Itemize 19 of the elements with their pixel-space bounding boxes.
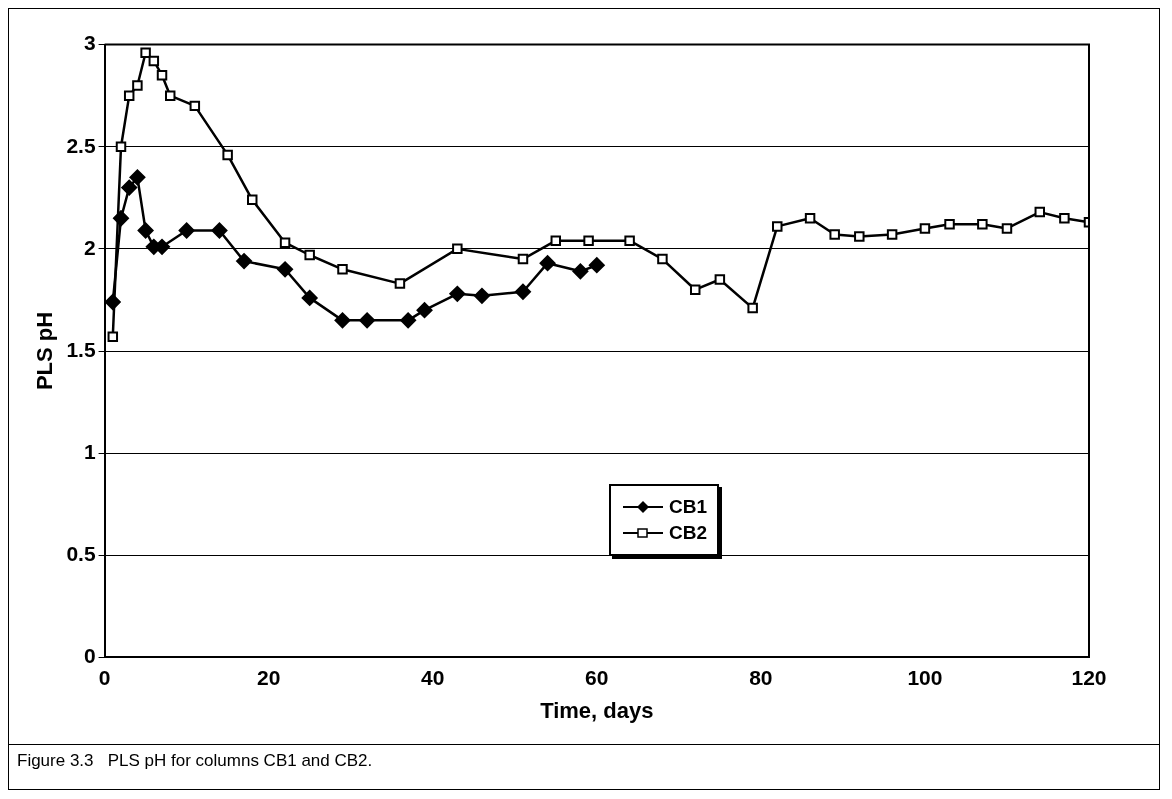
x-tick-label: 80: [749, 665, 773, 689]
legend-label: CB1: [669, 496, 708, 518]
x-tick-label: 60: [585, 665, 609, 689]
y-tick-label: 3: [83, 31, 96, 55]
x-tick-label: 20: [256, 665, 281, 689]
y-tick-label: 0: [83, 644, 96, 668]
x-tick-label: 40: [421, 665, 445, 689]
y-tick-label: 2.5: [66, 133, 96, 157]
y-tick-label: 2: [83, 235, 96, 259]
legend-label: CB2: [669, 522, 708, 544]
y-axis-title: PLS pH: [32, 311, 58, 391]
x-tick-label: 100: [907, 665, 943, 689]
x-axis-title: Time, days: [540, 697, 654, 723]
y-tick-label: 1.5: [66, 337, 96, 361]
x-tick-label: 0: [98, 665, 111, 689]
y-tick-label: 1: [83, 439, 96, 463]
caption: Figure 3.3 PLS pH for columns CB1 and CB2.: [17, 751, 373, 770]
x-tick-label: 120: [1071, 665, 1107, 689]
y-tick-label: 0.5: [66, 542, 96, 566]
